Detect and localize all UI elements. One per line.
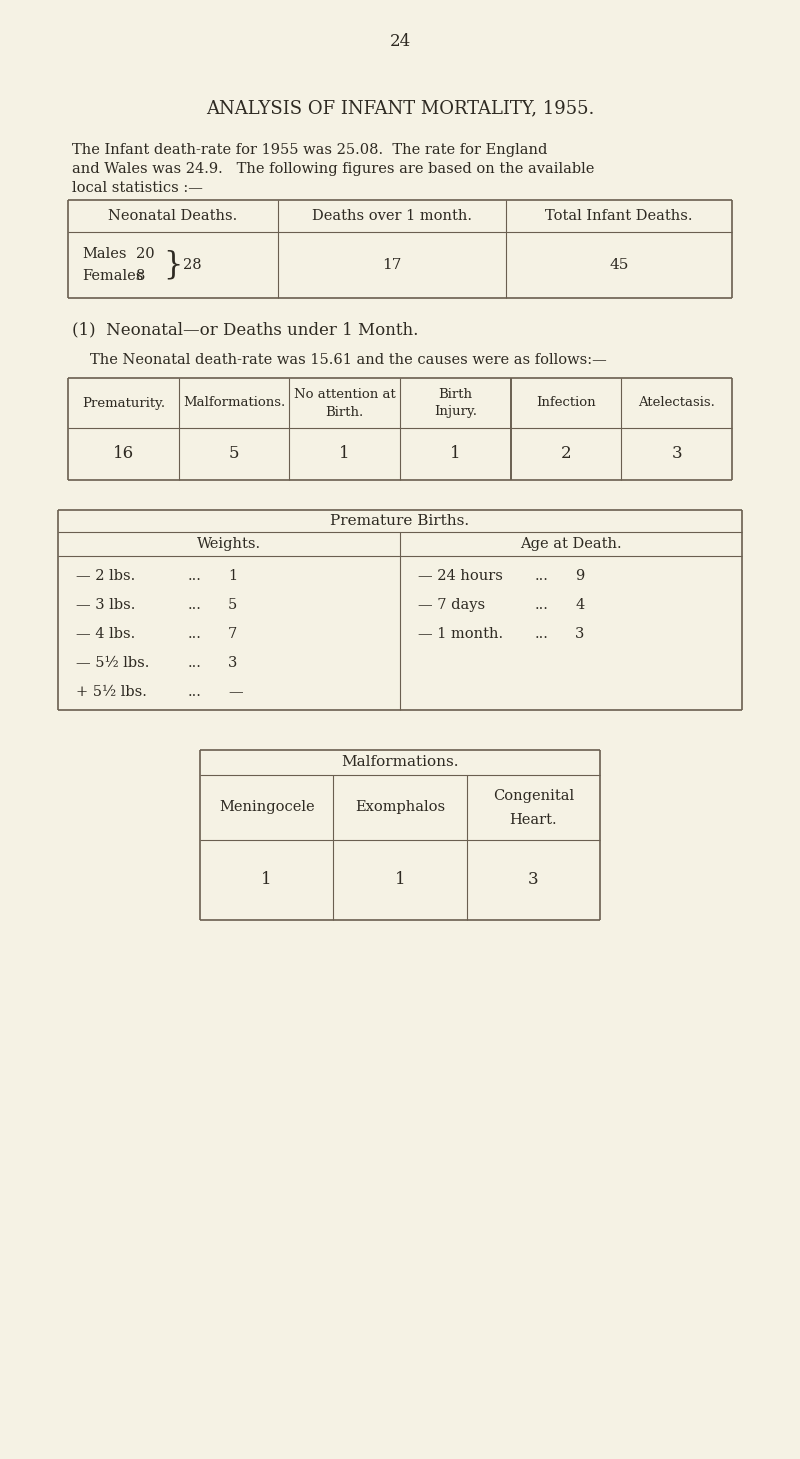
Text: The Infant death-rate for 1955 was 25.08.  The rate for England: The Infant death-rate for 1955 was 25.08… xyxy=(72,143,547,158)
Text: + 5½ lbs.: + 5½ lbs. xyxy=(76,684,147,699)
Text: Congenital: Congenital xyxy=(493,789,574,802)
Text: 3: 3 xyxy=(671,445,682,463)
Text: ...: ... xyxy=(188,627,202,641)
Text: Malformations.: Malformations. xyxy=(342,756,458,769)
Text: }: } xyxy=(163,249,182,280)
Text: Birth.: Birth. xyxy=(326,406,364,419)
Text: 16: 16 xyxy=(113,445,134,463)
Text: 4: 4 xyxy=(575,598,584,611)
Text: 3: 3 xyxy=(575,627,584,641)
Text: 1: 1 xyxy=(394,871,406,889)
Text: Heart.: Heart. xyxy=(510,814,557,827)
Text: 28: 28 xyxy=(183,258,202,271)
Text: 17: 17 xyxy=(382,258,402,271)
Text: 45: 45 xyxy=(610,258,629,271)
Text: Injury.: Injury. xyxy=(434,406,477,419)
Text: 1: 1 xyxy=(228,569,237,584)
Text: ...: ... xyxy=(535,598,549,611)
Text: 5: 5 xyxy=(229,445,239,463)
Text: ...: ... xyxy=(188,657,202,670)
Text: Prematurity.: Prematurity. xyxy=(82,397,165,410)
Text: Age at Death.: Age at Death. xyxy=(520,537,622,552)
Text: Deaths over 1 month.: Deaths over 1 month. xyxy=(312,209,472,223)
Text: The Neonatal death-rate was 15.61 and the causes were as follows:—: The Neonatal death-rate was 15.61 and th… xyxy=(90,353,606,368)
Text: Atelectasis.: Atelectasis. xyxy=(638,397,715,410)
Text: ...: ... xyxy=(188,684,202,699)
Text: Infection: Infection xyxy=(536,397,596,410)
Text: ...: ... xyxy=(188,598,202,611)
Text: 1: 1 xyxy=(339,445,350,463)
Text: Meningocele: Meningocele xyxy=(219,801,314,814)
Text: Total Infant Deaths.: Total Infant Deaths. xyxy=(546,209,693,223)
Text: ...: ... xyxy=(535,627,549,641)
Text: 24: 24 xyxy=(390,34,410,51)
Text: Neonatal Deaths.: Neonatal Deaths. xyxy=(108,209,238,223)
Text: 5: 5 xyxy=(228,598,238,611)
Text: local statistics :—: local statistics :— xyxy=(72,181,203,196)
Text: Exomphalos: Exomphalos xyxy=(355,801,445,814)
Text: ...: ... xyxy=(535,569,549,584)
Text: Males: Males xyxy=(82,247,126,261)
Text: 1: 1 xyxy=(262,871,272,889)
Text: 20: 20 xyxy=(136,247,154,261)
Text: — 7 days: — 7 days xyxy=(418,598,485,611)
Text: 2: 2 xyxy=(561,445,571,463)
Text: Weights.: Weights. xyxy=(197,537,261,552)
Text: 3: 3 xyxy=(228,657,238,670)
Text: — 24 hours: — 24 hours xyxy=(418,569,503,584)
Text: ANALYSIS OF INFANT MORTALITY, 1955.: ANALYSIS OF INFANT MORTALITY, 1955. xyxy=(206,99,594,117)
Text: — 5½ lbs.: — 5½ lbs. xyxy=(76,657,150,670)
Text: — 2 lbs.: — 2 lbs. xyxy=(76,569,135,584)
Text: and Wales was 24.9.   The following figures are based on the available: and Wales was 24.9. The following figure… xyxy=(72,162,594,177)
Text: ...: ... xyxy=(188,569,202,584)
Text: (1)  Neonatal—or Deaths under 1 Month.: (1) Neonatal—or Deaths under 1 Month. xyxy=(72,321,418,338)
Text: 9: 9 xyxy=(575,569,584,584)
Text: 7: 7 xyxy=(228,627,238,641)
Text: Malformations.: Malformations. xyxy=(183,397,285,410)
Text: Premature Births.: Premature Births. xyxy=(330,514,470,528)
Text: 8: 8 xyxy=(136,268,146,283)
Text: No attention at: No attention at xyxy=(294,388,395,401)
Text: — 3 lbs.: — 3 lbs. xyxy=(76,598,135,611)
Text: Females: Females xyxy=(82,268,143,283)
Text: 1: 1 xyxy=(450,445,461,463)
Text: Birth: Birth xyxy=(438,388,472,401)
Text: — 4 lbs.: — 4 lbs. xyxy=(76,627,135,641)
Text: — 1 month.: — 1 month. xyxy=(418,627,503,641)
Text: 3: 3 xyxy=(528,871,538,889)
Text: —: — xyxy=(228,684,242,699)
